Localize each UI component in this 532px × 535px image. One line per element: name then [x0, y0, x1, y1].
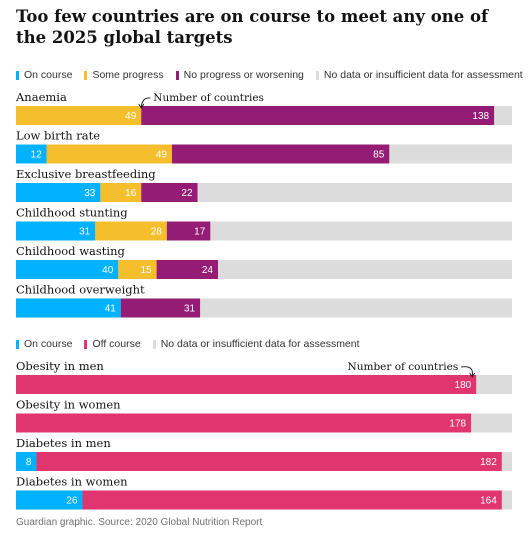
- legend-top-no_data: No data or insufficient data for assessm…: [315, 69, 523, 81]
- row-label-diabetes-in-men: Diabetes in men: [16, 436, 111, 450]
- row-label-obesity-in-men: Obesity in men: [16, 359, 104, 373]
- bar-no-progress-exclusive-breastfeeding: [141, 183, 198, 202]
- bar-value-label: 17: [194, 227, 206, 238]
- annotation-arrow: [140, 97, 151, 108]
- bar-on-course-childhood-overweight: [16, 298, 121, 318]
- bar-value-label: 12: [31, 150, 43, 161]
- bar-value-label: 33: [84, 188, 96, 199]
- bar-some-progress-childhood-stunting: [95, 221, 167, 241]
- legend-label: No data or insufficient data for assessm…: [323, 69, 523, 81]
- bar-value-label: 16: [125, 188, 137, 199]
- bar-value-label: 180: [455, 380, 472, 391]
- legend-bottom-on_course: On course: [16, 338, 72, 350]
- bar-some-progress-anaemia: [16, 106, 142, 125]
- bar-value-label: 22: [181, 188, 193, 199]
- legend-label: No data or insufficient data for assessm…: [160, 338, 360, 350]
- bar-on-course-exclusive-breastfeeding: [16, 183, 101, 202]
- annotation-arrowhead: [469, 372, 476, 378]
- legend-label: No progress or worsening: [183, 69, 304, 81]
- bar-value-label: 182: [480, 457, 497, 468]
- bar-value-label: 41: [105, 304, 117, 315]
- bar-no-progress-childhood-overweight: [120, 298, 201, 318]
- legend-label: On course: [24, 338, 73, 350]
- legend-label: Off course: [92, 338, 141, 350]
- bar-off-course-diabetes-in-men: [36, 452, 502, 471]
- legend-top-no_progress: No progress or worsening: [175, 69, 304, 81]
- bar-value-label: 24: [202, 265, 214, 276]
- row-label-obesity-in-women: Obesity in women: [16, 398, 121, 412]
- bar-value-label: 15: [140, 265, 152, 276]
- row-label-diabetes-in-women: Diabetes in women: [16, 475, 128, 489]
- legend-bottom-no_data: No data or insufficient data for assessm…: [152, 338, 360, 350]
- legend-bottom: On course Off course No data or insufficie…: [16, 337, 372, 351]
- row-label-low-birth-rate: Low birth rate: [16, 129, 100, 143]
- bar-on-course-diabetes-in-men: [16, 452, 37, 471]
- legend-swatch: [84, 339, 88, 349]
- bar-value-label: 8: [26, 457, 32, 468]
- bar-off-course-obesity-in-men: [16, 375, 477, 394]
- chart-title: Too few countries are on course to meet …: [16, 7, 489, 47]
- bar-off-course-diabetes-in-women: [82, 490, 502, 510]
- legend-swatch: [16, 70, 19, 80]
- bar-value-label: 164: [480, 496, 497, 507]
- bar-value-label: 31: [79, 227, 91, 238]
- bar-value-label: 40: [102, 265, 114, 276]
- bar-some-progress-childhood-wasting: [118, 260, 157, 279]
- annotation-number-of-countries: Number of countries: [153, 92, 264, 104]
- annotation-number-of-countries: Number of countries: [348, 361, 459, 373]
- bar-off-course-obesity-in-women: [16, 413, 472, 433]
- bar-value-label: 85: [373, 150, 385, 161]
- bar-no-progress-childhood-stunting: [166, 221, 211, 241]
- bar-value-label: 138: [472, 111, 489, 122]
- legend-bottom-off_course: Off course: [84, 338, 141, 350]
- legend-swatch: [84, 70, 88, 80]
- bar-no-progress-anaemia: [141, 106, 495, 125]
- bar-value-label: 26: [66, 496, 78, 507]
- bar-value-label: 31: [184, 304, 196, 315]
- bar-some-progress-exclusive-breastfeeding: [100, 183, 142, 202]
- annotation-arrow: [461, 366, 473, 377]
- legend-top: On course Some progress No progress or wor…: [16, 68, 532, 82]
- bar-no-progress-childhood-wasting: [156, 260, 218, 279]
- bar-no-progress-low-birth-rate: [171, 144, 390, 164]
- bar-on-course-diabetes-in-women: [16, 490, 83, 510]
- legend-label: On course: [24, 69, 73, 81]
- row-label-anaemia: Anaemia: [15, 90, 67, 104]
- bar-on-course-childhood-stunting: [16, 221, 96, 241]
- annotation-arrowhead: [138, 103, 145, 109]
- legend-swatch: [152, 339, 156, 349]
- legend-label: Some progress: [92, 69, 164, 81]
- legend-swatch: [16, 339, 19, 349]
- legend-top-on_course: On course: [16, 69, 72, 81]
- legend-swatch: [175, 70, 179, 80]
- bar-on-course-low-birth-rate: [16, 144, 47, 164]
- legend-top-some_progress: Some progress: [84, 69, 164, 81]
- bar-value-label: 178: [449, 419, 466, 430]
- row-label-childhood-stunting: Childhood stunting: [16, 206, 128, 220]
- source-note: Guardian graphic. Source: 2020 Global Nu…: [16, 517, 263, 528]
- row-label-exclusive-breastfeeding: Exclusive breastfeeding: [16, 167, 156, 181]
- row-label-childhood-overweight: Childhood overweight: [16, 283, 145, 297]
- bar-value-label: 28: [151, 227, 163, 238]
- row-label-childhood-wasting: Childhood wasting: [16, 244, 126, 258]
- bar-some-progress-low-birth-rate: [46, 144, 172, 164]
- bar-value-label: 49: [156, 150, 168, 161]
- legend-swatch: [315, 70, 319, 80]
- bar-value-label: 49: [125, 111, 137, 122]
- bar-on-course-childhood-wasting: [16, 260, 119, 279]
